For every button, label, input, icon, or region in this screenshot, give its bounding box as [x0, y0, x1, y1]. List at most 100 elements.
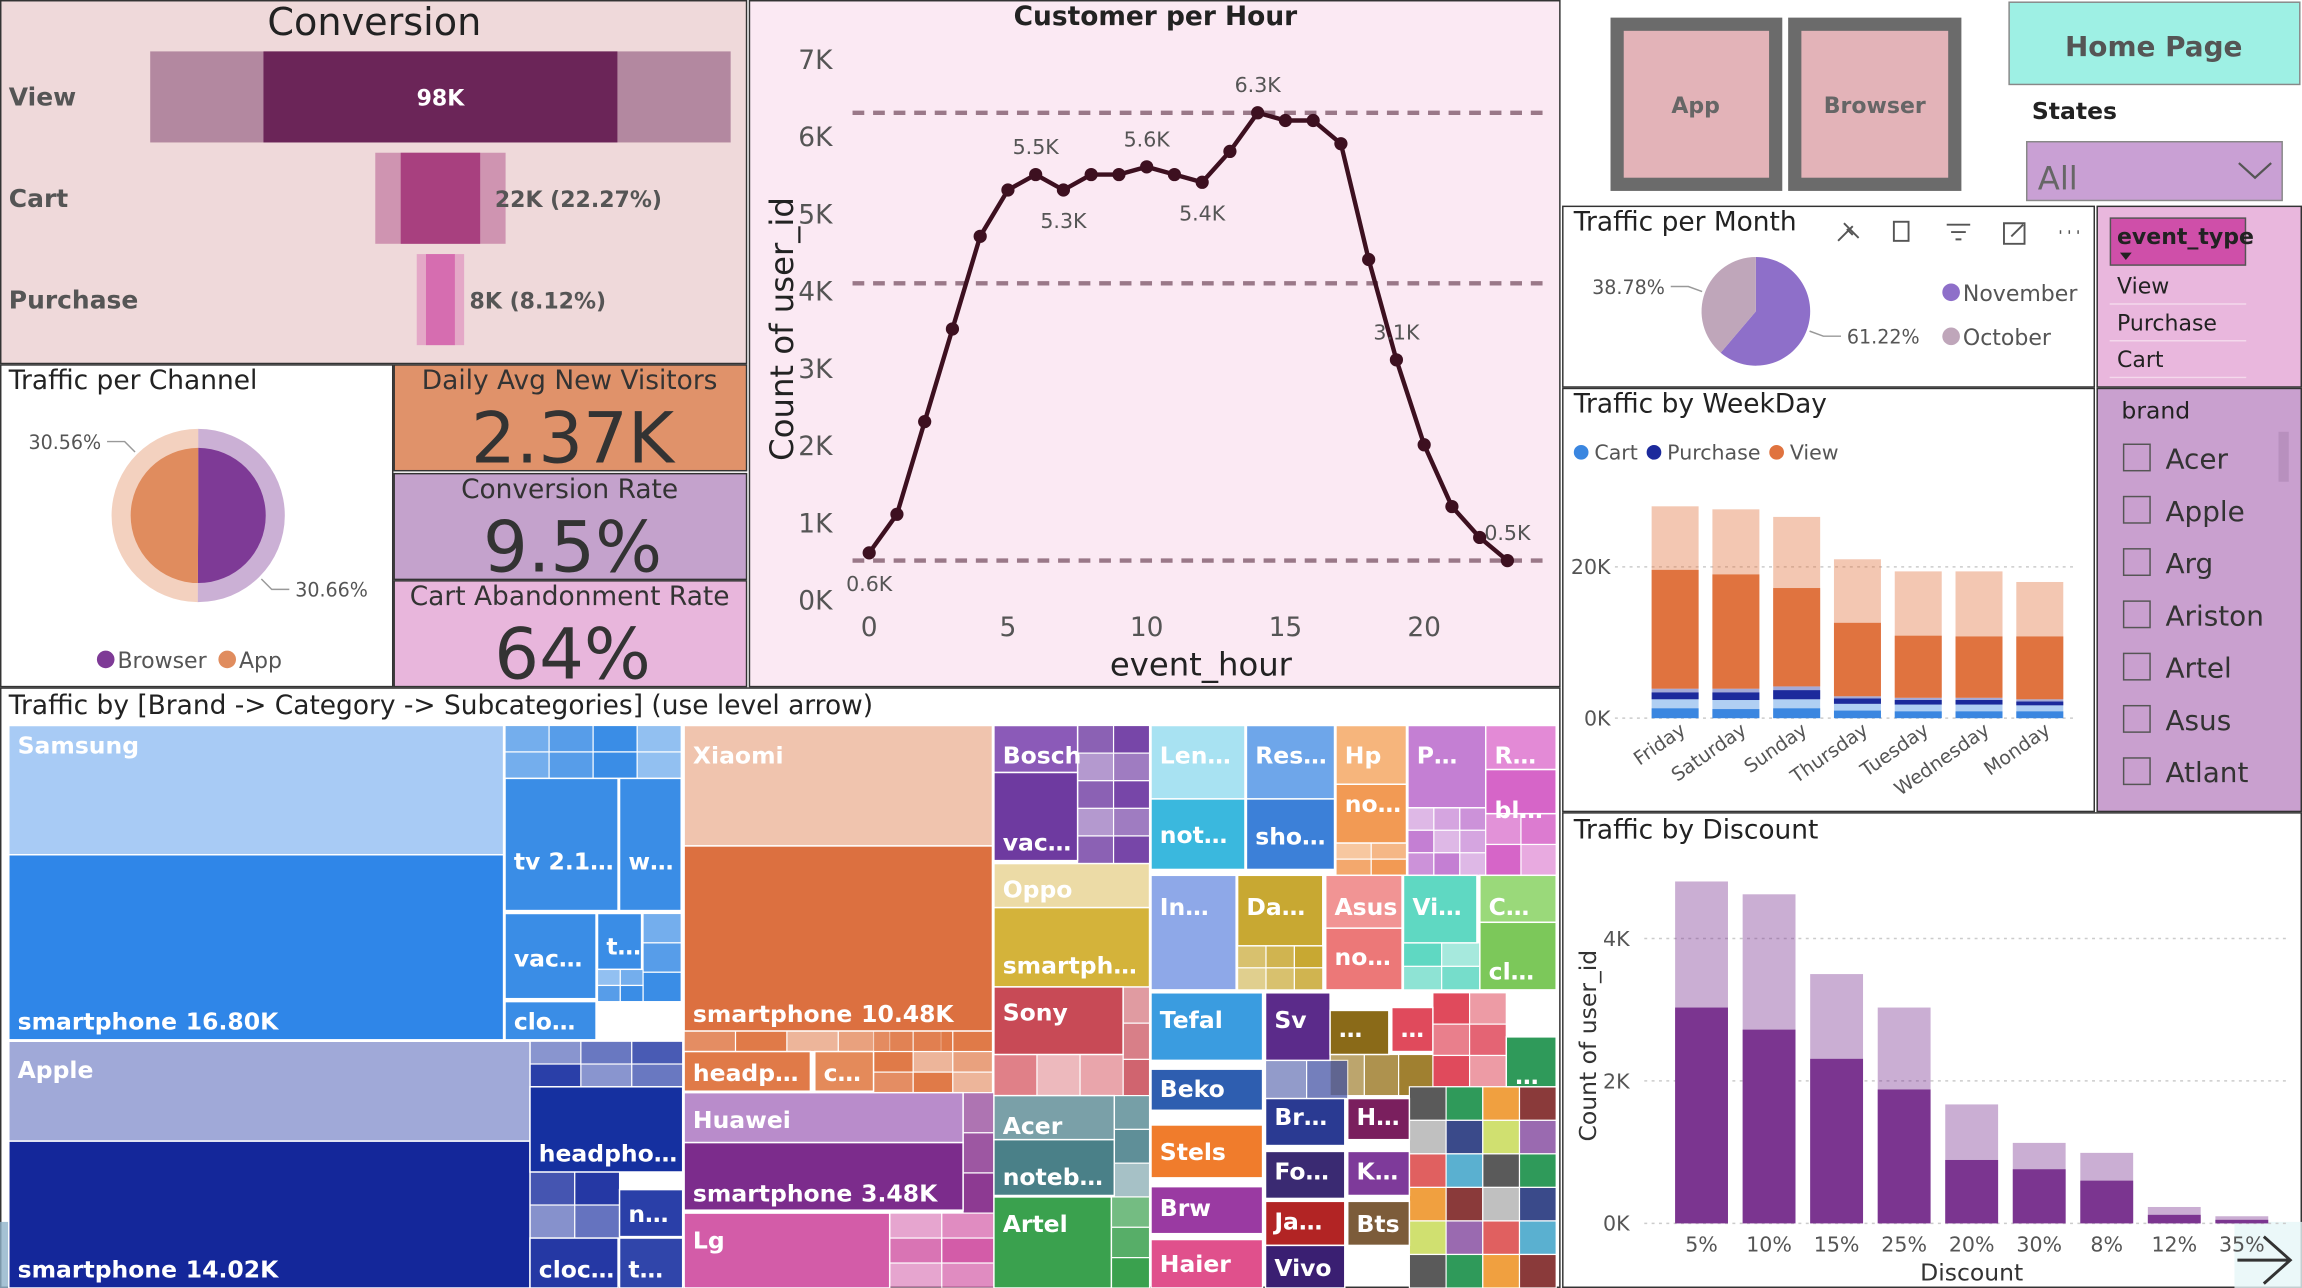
checkbox[interactable]	[2122, 652, 2151, 681]
tile-name: smartph…	[1003, 952, 1137, 980]
slicer-item[interactable]: Cart	[2117, 348, 2164, 373]
treemap-cell	[1408, 1119, 1447, 1155]
dropdown-box	[2025, 140, 2283, 202]
tile-label: n…	[628, 1200, 668, 1228]
tile-name: R…	[1495, 742, 1537, 770]
point	[1334, 137, 1348, 151]
x-tick-label: 15	[1269, 612, 1303, 643]
y-tick-label: 2K	[1603, 1069, 1630, 1093]
x-tick-label: 10%	[1746, 1232, 1792, 1256]
kpi-title: Daily Avg New Visitors	[422, 365, 718, 396]
legend-marker	[218, 650, 237, 669]
data-label: 5.3K	[1040, 209, 1087, 233]
treemap-cell	[1445, 1086, 1484, 1121]
checkbox[interactable]	[2122, 443, 2151, 472]
tile-label: Bosch	[1003, 742, 1082, 770]
legend-label: November	[1963, 282, 2078, 307]
checkbox[interactable]	[2122, 495, 2151, 524]
treemap-tile	[618, 1188, 684, 1238]
treemap-tile	[1150, 1185, 1264, 1235]
nav-next[interactable]	[2234, 1221, 2302, 1288]
tile-label: c…	[824, 1059, 861, 1087]
treemap-tile	[596, 912, 643, 971]
treemap-cell	[1518, 1220, 1557, 1256]
tile-name: tv 2.1…	[514, 847, 614, 875]
treemap-cell	[1518, 1186, 1557, 1222]
tile-label: no…	[1345, 790, 1401, 818]
checkbox[interactable]	[2122, 548, 2151, 577]
tile-name: noteb…	[1003, 1163, 1103, 1191]
treemap-cell	[1408, 1086, 1447, 1121]
treemap-cell	[1445, 1153, 1484, 1188]
treemap-cell	[1110, 1226, 1151, 1259]
scrollbar[interactable]	[2278, 431, 2289, 482]
treemap-cell	[1306, 1059, 1349, 1100]
data-label: 0.5K	[1484, 521, 1531, 545]
treemap-tile	[1479, 874, 1557, 924]
checkbox[interactable]	[2122, 704, 2151, 733]
tile-value: 16.80K	[186, 1008, 279, 1036]
checkbox[interactable]	[2122, 600, 2151, 629]
treemap-cell	[1432, 1023, 1471, 1057]
tile-value: 14.02K	[186, 1256, 279, 1284]
bar-highlight	[1712, 692, 1760, 701]
treemap-cell	[1518, 1086, 1557, 1121]
y-tick-label: 4K	[798, 277, 833, 308]
slicer-item[interactable]: Apple	[2165, 495, 2244, 528]
chart-title: Traffic per Month	[1573, 207, 1797, 238]
treemap-cell	[596, 968, 621, 987]
data-label: 30.66%	[295, 580, 368, 602]
tile-name: H…	[1357, 1103, 1400, 1131]
treemap-cell	[889, 1262, 943, 1288]
tile-name: smartphone	[18, 1256, 177, 1284]
tile-label: cl…	[1489, 958, 1534, 986]
kpi-card	[393, 364, 748, 472]
copy-icon[interactable]	[1892, 220, 1910, 242]
treemap-tile	[504, 912, 597, 1000]
bar-highlight	[2147, 1214, 2201, 1224]
point	[1473, 530, 1487, 545]
treemap-tile	[993, 771, 1079, 862]
point	[1140, 160, 1154, 174]
treemap-tile	[1264, 1244, 1346, 1288]
checkbox[interactable]	[2122, 757, 2151, 786]
slicer-item[interactable]: Artel	[2165, 652, 2231, 685]
states-dropdown[interactable]: All	[2025, 140, 2283, 202]
legend-label: October	[1963, 326, 2052, 351]
slicer-item[interactable]: Acer	[2165, 442, 2228, 475]
bar-highlight	[1955, 711, 2003, 719]
tile-label: cloc…	[539, 1256, 615, 1284]
x-tick-label: 5	[1000, 612, 1017, 643]
slicer-item[interactable]: Arg	[2165, 547, 2213, 580]
filter-icon[interactable]	[1946, 223, 1971, 241]
y-tick-label: 0K	[798, 585, 833, 616]
tile-name: Acer	[1003, 1112, 1063, 1140]
treemap-cell	[1113, 1128, 1151, 1164]
browser-button[interactable]: Browser	[1788, 17, 1962, 191]
tile-name: Haier	[1160, 1250, 1231, 1278]
slicer-item[interactable]: Purchase	[2117, 311, 2217, 336]
slicer-item[interactable]: Atlant	[2165, 756, 2248, 789]
pin-icon[interactable]	[1837, 222, 1860, 242]
slicer-item[interactable]: Asus	[2165, 704, 2231, 737]
chevron	[2238, 162, 2272, 180]
treemap-cell	[941, 1262, 995, 1288]
x-tick-label: 10	[1130, 612, 1164, 643]
slicer-item[interactable]: View	[2117, 275, 2169, 300]
treemap-tile	[1407, 724, 1487, 809]
tile-label: Lg	[693, 1226, 725, 1254]
treemap-tile	[1346, 1150, 1411, 1197]
tile-label: P…	[1417, 742, 1458, 770]
treemap-cell	[1079, 1053, 1124, 1097]
tile-label: Da…	[1246, 893, 1305, 921]
treemap-cell	[1445, 1253, 1484, 1288]
treemap-cell	[1520, 813, 1557, 846]
slicer-item[interactable]: Ariston	[2165, 599, 2263, 632]
home-button[interactable]: Home Page	[2008, 1, 2301, 86]
focus-icon[interactable]	[2003, 222, 2026, 245]
point	[1112, 167, 1126, 182]
app-button[interactable]: App	[1610, 17, 1783, 191]
bar-highlight	[1651, 692, 1699, 700]
tile-name: In…	[1160, 893, 1209, 921]
treemap-cell	[683, 1030, 737, 1053]
